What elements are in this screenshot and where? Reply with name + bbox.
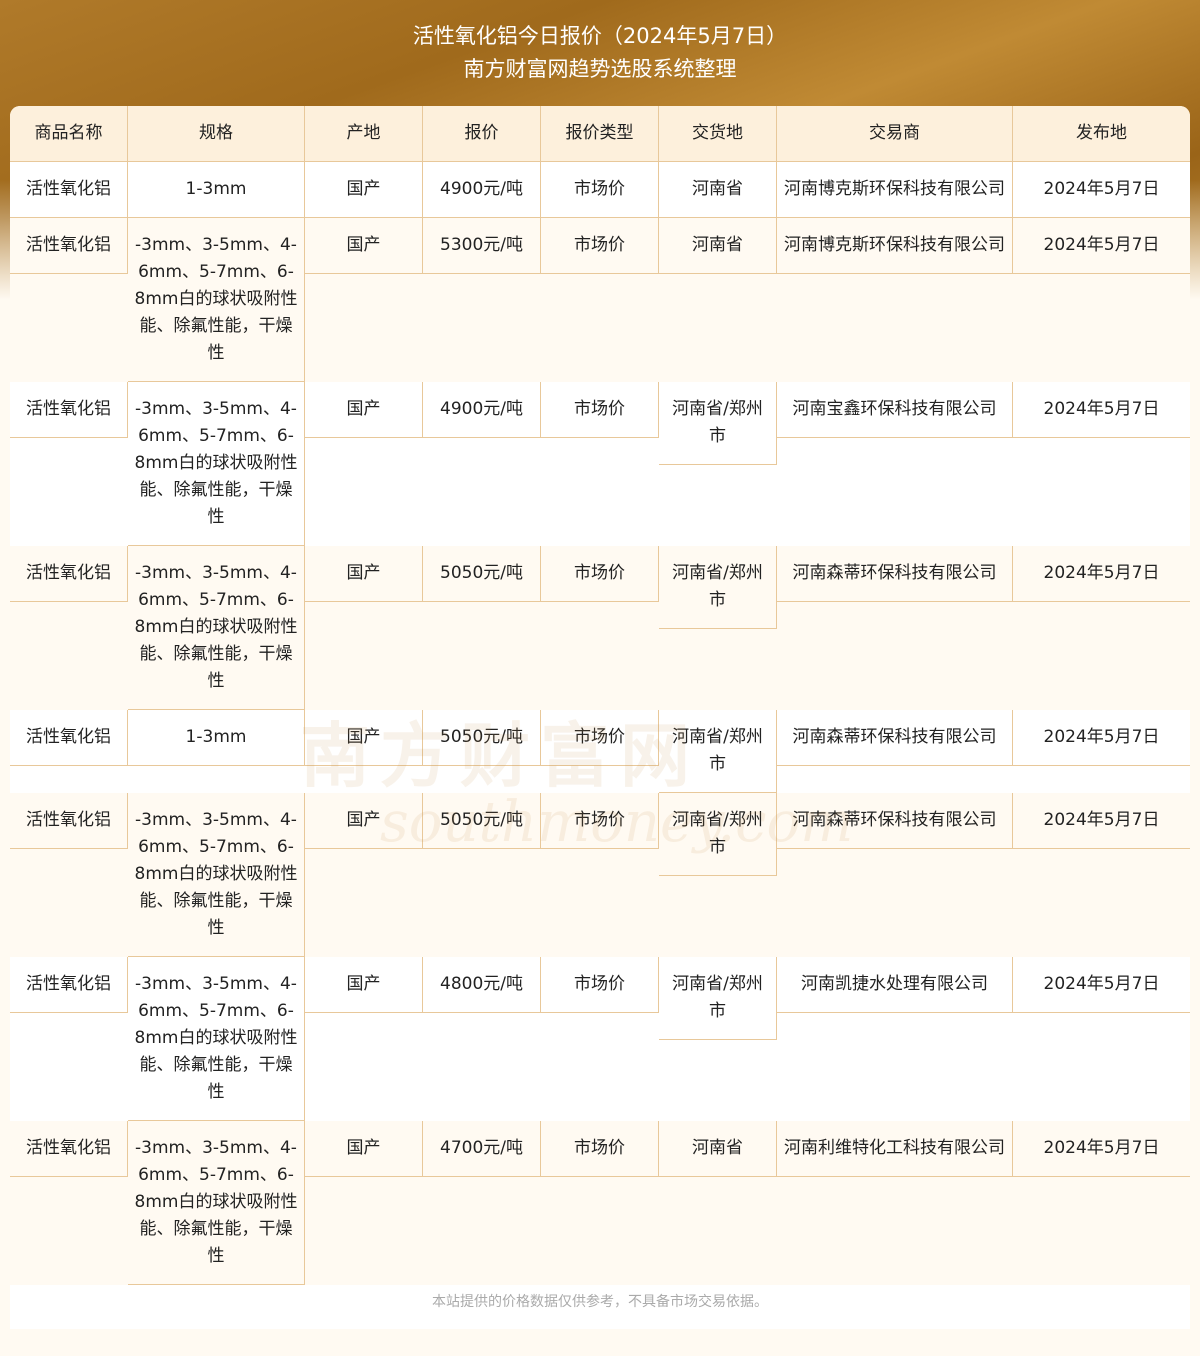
table-cell: 活性氧化铝 [10, 710, 128, 766]
table-cell: 国产 [305, 382, 423, 438]
table-cell: 河南省/郑州市 [659, 546, 777, 629]
table-cell: 市场价 [541, 382, 659, 438]
table-cell: 市场价 [541, 710, 659, 766]
table-cell: 国产 [305, 1121, 423, 1177]
table-cell: 国产 [305, 162, 423, 218]
table-cell: 2024年5月7日 [1013, 546, 1190, 602]
table-cell: 5050元/吨 [423, 546, 541, 602]
table-row: 活性氧化铝 -3mm、3-5mm、4-6mm、5-7mm、6-8mm白的球状吸附性… [10, 957, 1190, 1121]
table-cell: 2024年5月7日 [1013, 218, 1190, 274]
table-cell: 河南利维特化工科技有限公司 [777, 1121, 1013, 1177]
table-cell: -3mm、3-5mm、4-6mm、5-7mm、6-8mm白的球状吸附性能、除氟性… [128, 218, 305, 382]
table-cell: 市场价 [541, 957, 659, 1013]
table-cell: 4900元/吨 [423, 382, 541, 438]
table-row: 活性氧化铝 1-3mm 国产 5050元/吨 市场价 河南省/郑州市 河南森蒂环保科技有限公… [10, 710, 1190, 793]
subtitle-text: 南方财富网趋势选股系统整理 [463, 57, 737, 81]
table-header: 商品名称 规格 产地 报价 报价类型 交货地 交易商 发布地 [10, 106, 1190, 162]
table-row: 活性氧化铝 -3mm、3-5mm、4-6mm、5-7mm、6-8mm白的球状吸附性… [10, 1121, 1190, 1285]
column-header: 商品名称 [10, 106, 128, 162]
page-title: 活性氧化铝今日报价（2024年5月7日） 南方财富网趋势选股系统整理 [0, 20, 1200, 86]
table-cell: 活性氧化铝 [10, 218, 128, 274]
table-cell: -3mm、3-5mm、4-6mm、5-7mm、6-8mm白的球状吸附性能、除氟性… [128, 382, 305, 546]
column-header: 报价 [423, 106, 541, 162]
table-cell: 国产 [305, 793, 423, 849]
table-cell: 活性氧化铝 [10, 957, 128, 1013]
table-cell: 4800元/吨 [423, 957, 541, 1013]
column-header: 报价类型 [541, 106, 659, 162]
table-cell: 2024年5月7日 [1013, 793, 1190, 849]
table-row: 活性氧化铝 -3mm、3-5mm、4-6mm、5-7mm、6-8mm白的球状吸附性… [10, 546, 1190, 710]
table-row: 活性氧化铝 -3mm、3-5mm、4-6mm、5-7mm、6-8mm白的球状吸附性… [10, 218, 1190, 382]
table-cell: 市场价 [541, 1121, 659, 1177]
table-cell: 2024年5月7日 [1013, 162, 1190, 218]
table-cell: 活性氧化铝 [10, 162, 128, 218]
column-header: 规格 [128, 106, 305, 162]
table-cell: 国产 [305, 546, 423, 602]
table-cell: 5050元/吨 [423, 793, 541, 849]
table-cell: 活性氧化铝 [10, 546, 128, 602]
table-cell: 河南博克斯环保科技有限公司 [777, 218, 1013, 274]
table-cell: 河南省 [659, 218, 777, 274]
column-header: 产地 [305, 106, 423, 162]
table-cell: 5050元/吨 [423, 710, 541, 766]
table-cell: 河南森蒂环保科技有限公司 [777, 710, 1013, 766]
table-cell: 1-3mm [128, 162, 305, 218]
table-cell: 国产 [305, 710, 423, 766]
table-cell: 4700元/吨 [423, 1121, 541, 1177]
table-cell: 活性氧化铝 [10, 382, 128, 438]
table-cell: 2024年5月7日 [1013, 382, 1190, 438]
table-cell: 2024年5月7日 [1013, 957, 1190, 1013]
table-cell: 河南森蒂环保科技有限公司 [777, 546, 1013, 602]
table-cell: 市场价 [541, 793, 659, 849]
table-cell: 4900元/吨 [423, 162, 541, 218]
table-cell: 河南森蒂环保科技有限公司 [777, 793, 1013, 849]
table-cell: 河南凯捷水处理有限公司 [777, 957, 1013, 1013]
table-cell: -3mm、3-5mm、4-6mm、5-7mm、6-8mm白的球状吸附性能、除氟性… [128, 793, 305, 957]
title-text: 活性氧化铝今日报价（2024年5月7日） [412, 24, 788, 48]
table-cell: 国产 [305, 218, 423, 274]
table-cell: 河南省/郑州市 [659, 710, 777, 793]
table-row: 活性氧化铝 -3mm、3-5mm、4-6mm、5-7mm、6-8mm白的球状吸附性… [10, 382, 1190, 546]
table-cell: 河南省 [659, 1121, 777, 1177]
table-cell: 市场价 [541, 162, 659, 218]
table-cell: -3mm、3-5mm、4-6mm、5-7mm、6-8mm白的球状吸附性能、除氟性… [128, 546, 305, 710]
table-cell: 活性氧化铝 [10, 793, 128, 849]
table-cell: 1-3mm [128, 710, 305, 766]
table-row: 活性氧化铝 1-3mm 国产 4900元/吨 市场价 河南省 河南博克斯环保科技有限公司 20… [10, 162, 1190, 218]
table-cell: -3mm、3-5mm、4-6mm、5-7mm、6-8mm白的球状吸附性能、除氟性… [128, 1121, 305, 1285]
table-cell: -3mm、3-5mm、4-6mm、5-7mm、6-8mm白的球状吸附性能、除氟性… [128, 957, 305, 1121]
column-header: 发布地 [1013, 106, 1190, 162]
table-cell: 河南省 [659, 162, 777, 218]
table-cell: 国产 [305, 957, 423, 1013]
table-cell: 河南博克斯环保科技有限公司 [777, 162, 1013, 218]
price-table: 商品名称 规格 产地 报价 报价类型 交货地 交易商 发布地 活性氧化铝 1-3mm 国产 4900… [10, 106, 1190, 1329]
table-cell: 2024年5月7日 [1013, 1121, 1190, 1177]
table-cell: 河南省/郑州市 [659, 793, 777, 876]
table-cell: 5300元/吨 [423, 218, 541, 274]
table-cell: 河南宝鑫环保科技有限公司 [777, 382, 1013, 438]
column-header: 交易商 [777, 106, 1013, 162]
column-header: 交货地 [659, 106, 777, 162]
table-cell: 市场价 [541, 546, 659, 602]
table-cell: 市场价 [541, 218, 659, 274]
table-cell: 活性氧化铝 [10, 1121, 128, 1177]
disclaimer: 本站提供的价格数据仅供参考，不具备市场交易依据。 [10, 1285, 1190, 1329]
table-row: 活性氧化铝 -3mm、3-5mm、4-6mm、5-7mm、6-8mm白的球状吸附性… [10, 793, 1190, 957]
table-cell: 2024年5月7日 [1013, 710, 1190, 766]
table-cell: 河南省/郑州市 [659, 957, 777, 1040]
table-cell: 河南省/郑州市 [659, 382, 777, 465]
